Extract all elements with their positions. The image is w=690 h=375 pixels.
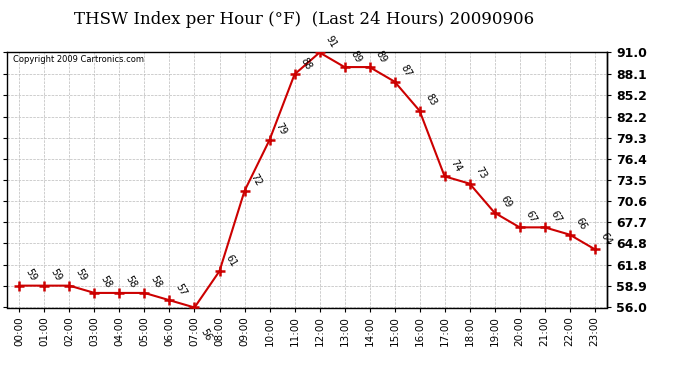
Text: 67: 67	[524, 209, 539, 225]
Text: THSW Index per Hour (°F)  (Last 24 Hours) 20090906: THSW Index per Hour (°F) (Last 24 Hours)…	[74, 11, 533, 28]
Text: 61: 61	[224, 253, 239, 268]
Text: 58: 58	[148, 274, 164, 290]
Text: 89: 89	[374, 49, 388, 64]
Text: 58: 58	[124, 274, 139, 290]
Text: 66: 66	[574, 216, 589, 232]
Text: 88: 88	[299, 56, 313, 72]
Text: 57: 57	[174, 282, 188, 297]
Text: 79: 79	[274, 122, 288, 137]
Text: 89: 89	[348, 49, 364, 64]
Text: 59: 59	[74, 267, 88, 283]
Text: 91: 91	[324, 34, 339, 50]
Text: 59: 59	[23, 267, 39, 283]
Text: Copyright 2009 Cartronics.com: Copyright 2009 Cartronics.com	[13, 55, 144, 64]
Text: 83: 83	[424, 92, 439, 108]
Text: 64: 64	[599, 231, 613, 246]
Text: 74: 74	[448, 158, 464, 174]
Text: 56: 56	[199, 327, 213, 343]
Text: 87: 87	[399, 63, 413, 79]
Text: 59: 59	[48, 267, 63, 283]
Text: 73: 73	[474, 165, 489, 181]
Text: 67: 67	[549, 209, 564, 225]
Text: 58: 58	[99, 274, 113, 290]
Text: 72: 72	[248, 172, 264, 188]
Text: 69: 69	[499, 194, 513, 210]
